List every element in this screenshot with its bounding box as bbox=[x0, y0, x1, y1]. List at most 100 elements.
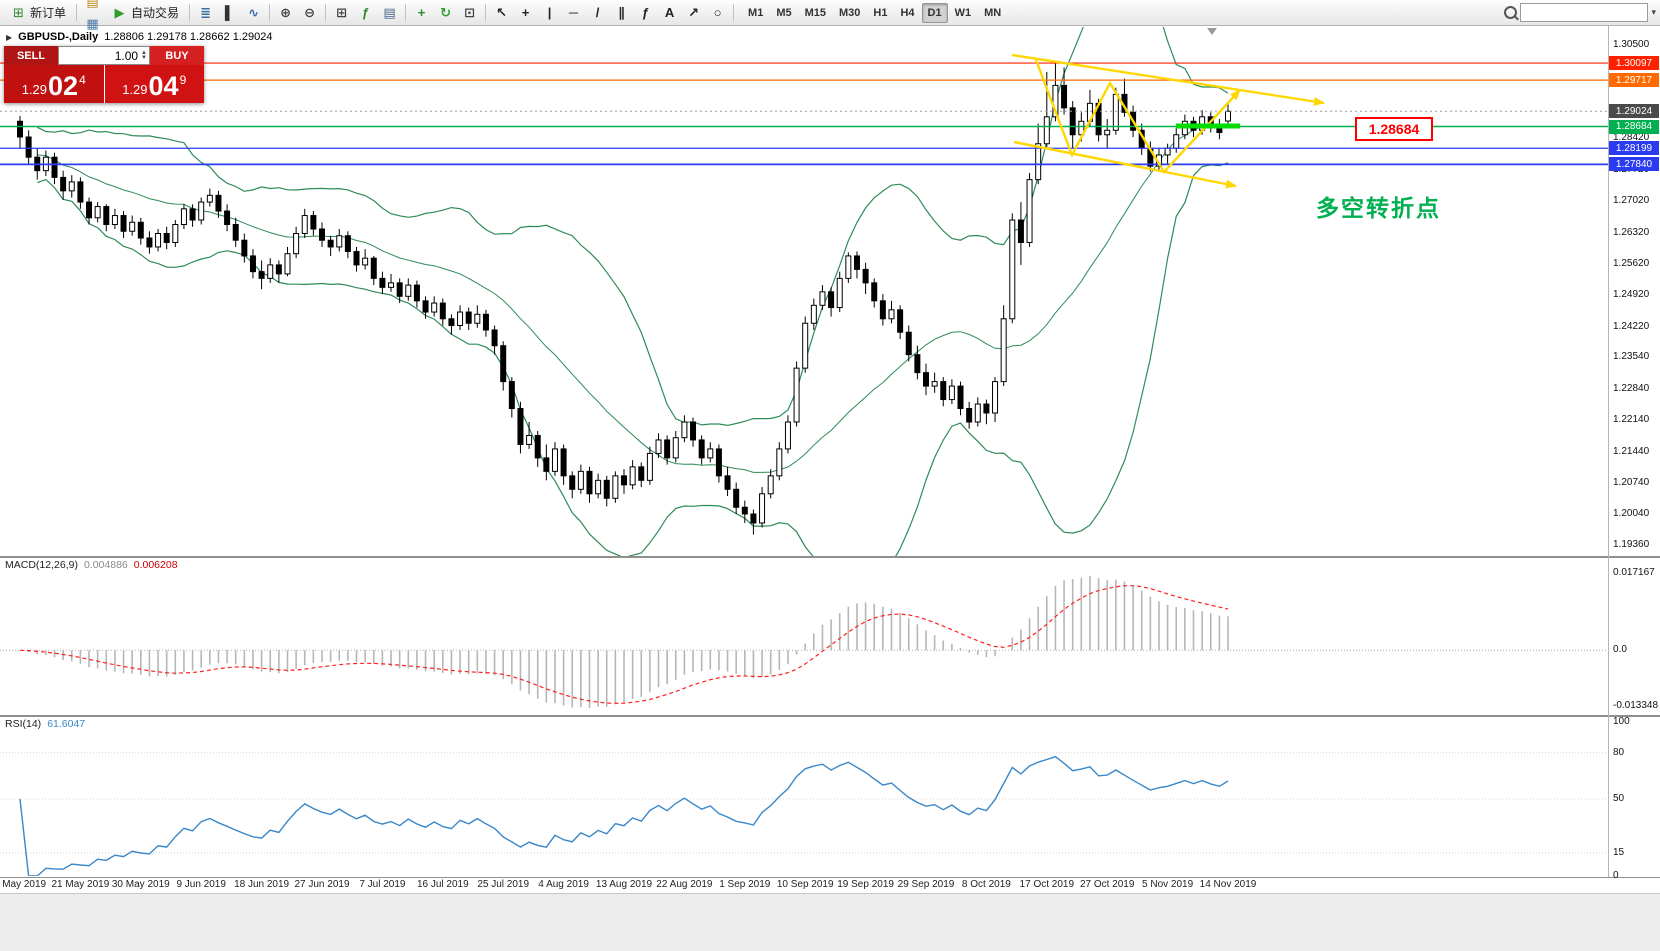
panel-divider[interactable] bbox=[0, 556, 1660, 558]
main-toolbar: ⊞ 新订单 ▤ ▦ ▶ 自动交易 ≣ ▌ ∿ ⊕ ⊖ ⊞ ƒ ▤ + ↻ ⊡ ↖ + | ─ / ∥ ƒ A ↗ ○ M1… bbox=[0, 0, 1660, 30]
autotrade-icon: ▶ bbox=[114, 5, 125, 20]
date-label: 21 May 2019 bbox=[51, 879, 110, 890]
price-badge: 1.30097 bbox=[1609, 56, 1659, 71]
autotrade-label: 自动交易 bbox=[131, 6, 180, 20]
hline-button[interactable]: ─ bbox=[562, 2, 585, 24]
autotrade-button[interactable]: ▶ 自动交易 bbox=[105, 2, 185, 24]
chinese-annotation-text[interactable]: 多空转折点 bbox=[1316, 195, 1441, 221]
timeframe-W1[interactable]: W1 bbox=[954, 6, 972, 19]
bar-chart-button[interactable]: ≣ bbox=[194, 2, 217, 24]
line-chart-icon: ∿ bbox=[248, 5, 259, 20]
date-label: 8 Oct 2019 bbox=[961, 879, 1011, 890]
templates-icon: ▤ bbox=[383, 5, 396, 20]
price-badge: 1.29717 bbox=[1609, 73, 1659, 88]
chart-shift-marker[interactable] bbox=[1207, 28, 1217, 35]
candlestick-icon: ▌ bbox=[224, 5, 235, 20]
rsi-axis-label: 100 bbox=[1613, 716, 1630, 727]
sell-button[interactable]: SELL bbox=[4, 46, 58, 65]
date-label: 25 Jul 2019 bbox=[477, 879, 530, 890]
rsi-axis-label: 15 bbox=[1613, 846, 1625, 858]
arrows-button[interactable]: ↗ bbox=[682, 2, 705, 24]
one-click-trading-panel: SELL 1.00 ▲ ▼ BUY 1.29 02 4 1.29 04 9 bbox=[4, 46, 204, 103]
volume-stepper[interactable]: ▲ ▼ bbox=[141, 49, 147, 61]
shapes-button[interactable]: ○ bbox=[706, 2, 729, 24]
price-axis-label: 1.28420 bbox=[1613, 132, 1650, 144]
panel-divider bbox=[0, 877, 1660, 878]
sell-price-button[interactable]: 1.29 02 4 bbox=[4, 65, 105, 103]
date-label: 14 Nov 2019 bbox=[1199, 879, 1257, 890]
trendline-button[interactable]: / bbox=[586, 2, 609, 24]
new-order-label: 新订单 bbox=[30, 6, 67, 20]
datawindow-icon: ⊡ bbox=[464, 5, 475, 20]
templates-button[interactable]: ▤ bbox=[378, 2, 401, 24]
cursor-button[interactable]: ↖ bbox=[490, 2, 513, 24]
search-icon[interactable] bbox=[1504, 6, 1518, 19]
rsi-panel-plot-area[interactable] bbox=[0, 717, 1608, 876]
date-label: 27 Jun 2019 bbox=[294, 879, 350, 890]
search-input[interactable] bbox=[1520, 3, 1649, 22]
timeframe-M30[interactable]: M30 bbox=[839, 6, 861, 19]
price-annotation-box[interactable]: 1.28684 bbox=[1355, 117, 1433, 141]
vline-icon: | bbox=[547, 5, 552, 20]
search-dropdown-icon[interactable]: ▾ bbox=[1651, 7, 1656, 17]
price-badge: 1.27840 bbox=[1609, 157, 1659, 172]
volume-input[interactable]: 1.00 ▲ ▼ bbox=[58, 46, 150, 65]
panel-divider[interactable] bbox=[0, 715, 1660, 717]
new-chart-icon: + bbox=[417, 5, 426, 20]
collapse-arrow-icon[interactable]: ▶ bbox=[6, 32, 13, 42]
new-order-button[interactable]: ⊞ 新订单 bbox=[4, 2, 72, 24]
search-box: ▾ bbox=[1504, 3, 1656, 22]
price-badge: 1.28684 bbox=[1609, 119, 1659, 134]
layers-button[interactable]: ▤ bbox=[81, 0, 104, 13]
date-label: 4 Aug 2019 bbox=[538, 879, 589, 890]
date-label: 17 Oct 2019 bbox=[1019, 879, 1075, 890]
crosshair-button[interactable]: + bbox=[514, 2, 537, 24]
tile-windows-button[interactable]: ⊞ bbox=[330, 2, 353, 24]
fibonacci-button[interactable]: ƒ bbox=[634, 2, 657, 24]
channel-button[interactable]: ∥ bbox=[610, 2, 633, 24]
timeframe-M15[interactable]: M15 bbox=[804, 6, 826, 19]
datawindow-button[interactable]: ⊡ bbox=[458, 2, 481, 24]
toolbar-separator bbox=[733, 4, 735, 21]
buy-button[interactable]: BUY bbox=[150, 46, 204, 65]
hline-icon: ─ bbox=[568, 5, 579, 20]
price-axis-label: 1.26320 bbox=[1613, 226, 1650, 238]
rsi-axis-label: 0 bbox=[1613, 870, 1619, 881]
text-icon: A bbox=[664, 5, 675, 20]
date-label: 1 Sep 2019 bbox=[719, 879, 771, 890]
timeframe-MN[interactable]: MN bbox=[984, 6, 1002, 19]
date-label: 22 Aug 2019 bbox=[656, 879, 713, 890]
channel-icon: ∥ bbox=[618, 5, 625, 20]
toolbar-separator bbox=[405, 4, 407, 21]
indicators-button[interactable]: ƒ bbox=[354, 2, 377, 24]
refresh-icon: ↻ bbox=[440, 5, 451, 20]
candlestick-button[interactable]: ▌ bbox=[218, 2, 241, 24]
text-button[interactable]: A bbox=[658, 2, 681, 24]
zoom-out-icon: ⊖ bbox=[304, 5, 315, 20]
timeframe-D1[interactable]: D1 bbox=[921, 2, 948, 23]
line-chart-button[interactable]: ∿ bbox=[242, 2, 265, 24]
profiles-button[interactable]: ▦ bbox=[81, 13, 104, 35]
shapes-icon: ○ bbox=[713, 5, 722, 20]
toolbar-separator bbox=[269, 4, 271, 21]
new-chart-button[interactable]: + bbox=[410, 2, 433, 24]
timeframe-H1[interactable]: H1 bbox=[873, 6, 888, 19]
vline-button[interactable]: | bbox=[538, 2, 561, 24]
price-axis-label: 1.23540 bbox=[1613, 351, 1650, 363]
arrows-icon: ↗ bbox=[688, 5, 699, 20]
price-axis-border bbox=[1608, 26, 1609, 877]
main-chart-plot-area[interactable] bbox=[0, 26, 1608, 556]
timeframe-M1[interactable]: M1 bbox=[748, 6, 764, 19]
timeframe-H4[interactable]: H4 bbox=[900, 6, 915, 19]
price-badge: 1.28199 bbox=[1609, 141, 1659, 156]
macd-indicator-label: MACD(12,26,9) 0.004886 0.006208 bbox=[5, 559, 178, 571]
date-label: 30 May 2019 bbox=[111, 879, 170, 890]
macd-panel-plot-area[interactable] bbox=[0, 558, 1608, 714]
price-axis-label: 1.22840 bbox=[1613, 382, 1650, 394]
zoom-out-button[interactable]: ⊖ bbox=[298, 2, 321, 24]
zoom-in-button[interactable]: ⊕ bbox=[274, 2, 297, 24]
refresh-button[interactable]: ↻ bbox=[434, 2, 457, 24]
buy-price-button[interactable]: 1.29 04 9 bbox=[104, 65, 204, 103]
date-label: 10 Sep 2019 bbox=[776, 879, 834, 890]
timeframe-M5[interactable]: M5 bbox=[776, 6, 792, 19]
